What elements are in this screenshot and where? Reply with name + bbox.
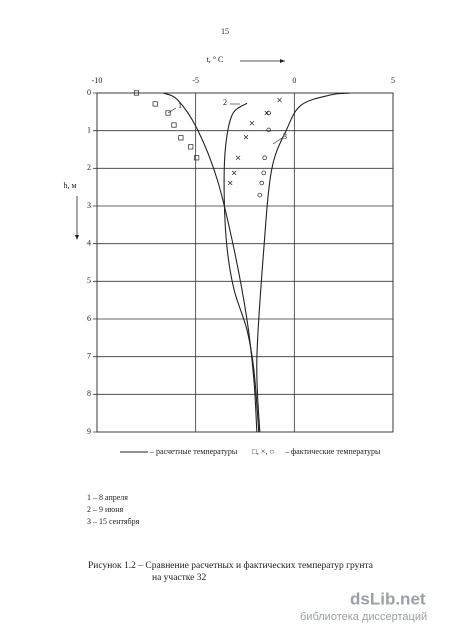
caption: на участке 32	[152, 573, 207, 583]
watermark-brand: dsLib.net	[350, 589, 426, 608]
curve-label: 2	[223, 98, 227, 107]
y-axis-label: h, м	[63, 181, 76, 190]
measured-point	[243, 134, 249, 140]
measured-point	[235, 155, 241, 161]
curve-label: 3	[283, 132, 287, 141]
measured-point	[227, 180, 233, 186]
measured-point	[266, 127, 271, 133]
y-arrow-head	[75, 235, 79, 240]
legend-text: – фактические температуры	[284, 447, 381, 456]
y-tick-label: 2	[87, 163, 91, 172]
y-tick-label: 9	[87, 427, 91, 436]
note: 3 – 15 сентября	[87, 517, 140, 526]
computed-curve	[223, 102, 260, 433]
measured-point	[188, 144, 194, 150]
measured-point	[262, 155, 267, 161]
measured-point	[231, 170, 237, 176]
plot-frame	[96, 92, 394, 433]
measured-point	[249, 120, 255, 126]
note: 1 – 8 апреля	[87, 493, 128, 502]
caption: Рисунок 1.2 – Сравнение расчетных и факт…	[88, 560, 374, 571]
y-tick-label: 7	[87, 351, 91, 360]
y-tick-label: 4	[87, 238, 91, 247]
x-axis-label: t, ° C	[207, 55, 224, 64]
measured-point	[165, 110, 171, 116]
x-tick-label: -10	[92, 76, 103, 85]
measured-point	[133, 90, 140, 96]
measured-point	[257, 192, 263, 198]
measured-point	[194, 155, 200, 161]
y-tick-label: 1	[87, 125, 91, 134]
computed-curve	[162, 92, 258, 433]
x-tick-label: 0	[292, 76, 296, 85]
legend-text: – расчетные температуры	[149, 447, 238, 456]
page-number: 15	[221, 27, 229, 36]
y-tick-label: 3	[87, 201, 91, 210]
leader	[272, 137, 283, 145]
leader	[167, 107, 177, 114]
watermark-tagline: библиотека диссертаций	[300, 611, 427, 623]
curve-label: 1	[178, 101, 182, 110]
measured-point	[261, 170, 266, 176]
y-tick-label: 6	[87, 314, 91, 323]
x-arrow-head	[280, 59, 285, 63]
measured-point	[259, 180, 265, 186]
measured-point	[178, 135, 184, 141]
measured-point	[266, 110, 271, 116]
measured-point	[277, 97, 282, 103]
note: 2 – 9 июня	[87, 505, 124, 514]
computed-curve	[256, 92, 351, 433]
y-tick-label: 0	[87, 88, 91, 97]
x-tick-label: 5	[391, 76, 395, 85]
x-tick-label: -5	[192, 76, 199, 85]
y-tick-label: 5	[87, 276, 91, 285]
legend-symbols: □, ×, ○	[252, 447, 274, 456]
y-tick-label: 8	[87, 389, 91, 398]
measured-point	[152, 101, 158, 107]
measured-point	[171, 122, 177, 128]
